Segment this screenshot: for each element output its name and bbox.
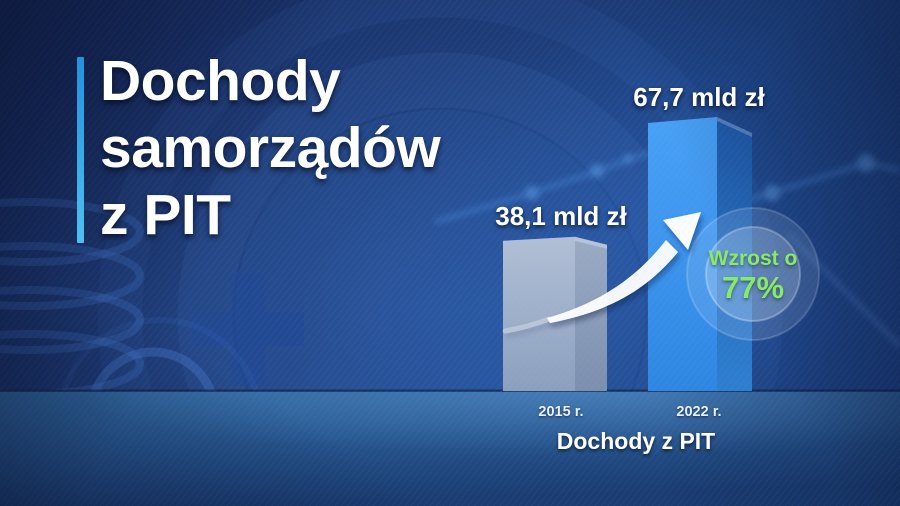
- title-accent-bar: [77, 57, 84, 243]
- x-axis-title: Dochody z PIT: [556, 428, 716, 454]
- chart-floor: [0, 389, 900, 506]
- value-label-2015: 38,1 mld zł: [495, 201, 627, 231]
- bar-2015: [503, 236, 607, 391]
- title-line-3: z PIT: [100, 183, 231, 247]
- growth-badge-value: 77%: [721, 269, 785, 305]
- category-label-2022: 2022 r.: [676, 404, 722, 420]
- page-title: Dochody samorządów z PIT: [100, 48, 441, 249]
- growth-badge-label: Wzrost o: [708, 246, 798, 270]
- value-label-2022: 67,7 mld zł: [633, 82, 765, 112]
- title-line-1: Dochody: [100, 49, 341, 113]
- growth-badge-text: Wzrost o 77%: [709, 247, 798, 305]
- category-label-2015: 2015 r.: [538, 404, 584, 420]
- title-line-2: samorządów: [100, 116, 441, 180]
